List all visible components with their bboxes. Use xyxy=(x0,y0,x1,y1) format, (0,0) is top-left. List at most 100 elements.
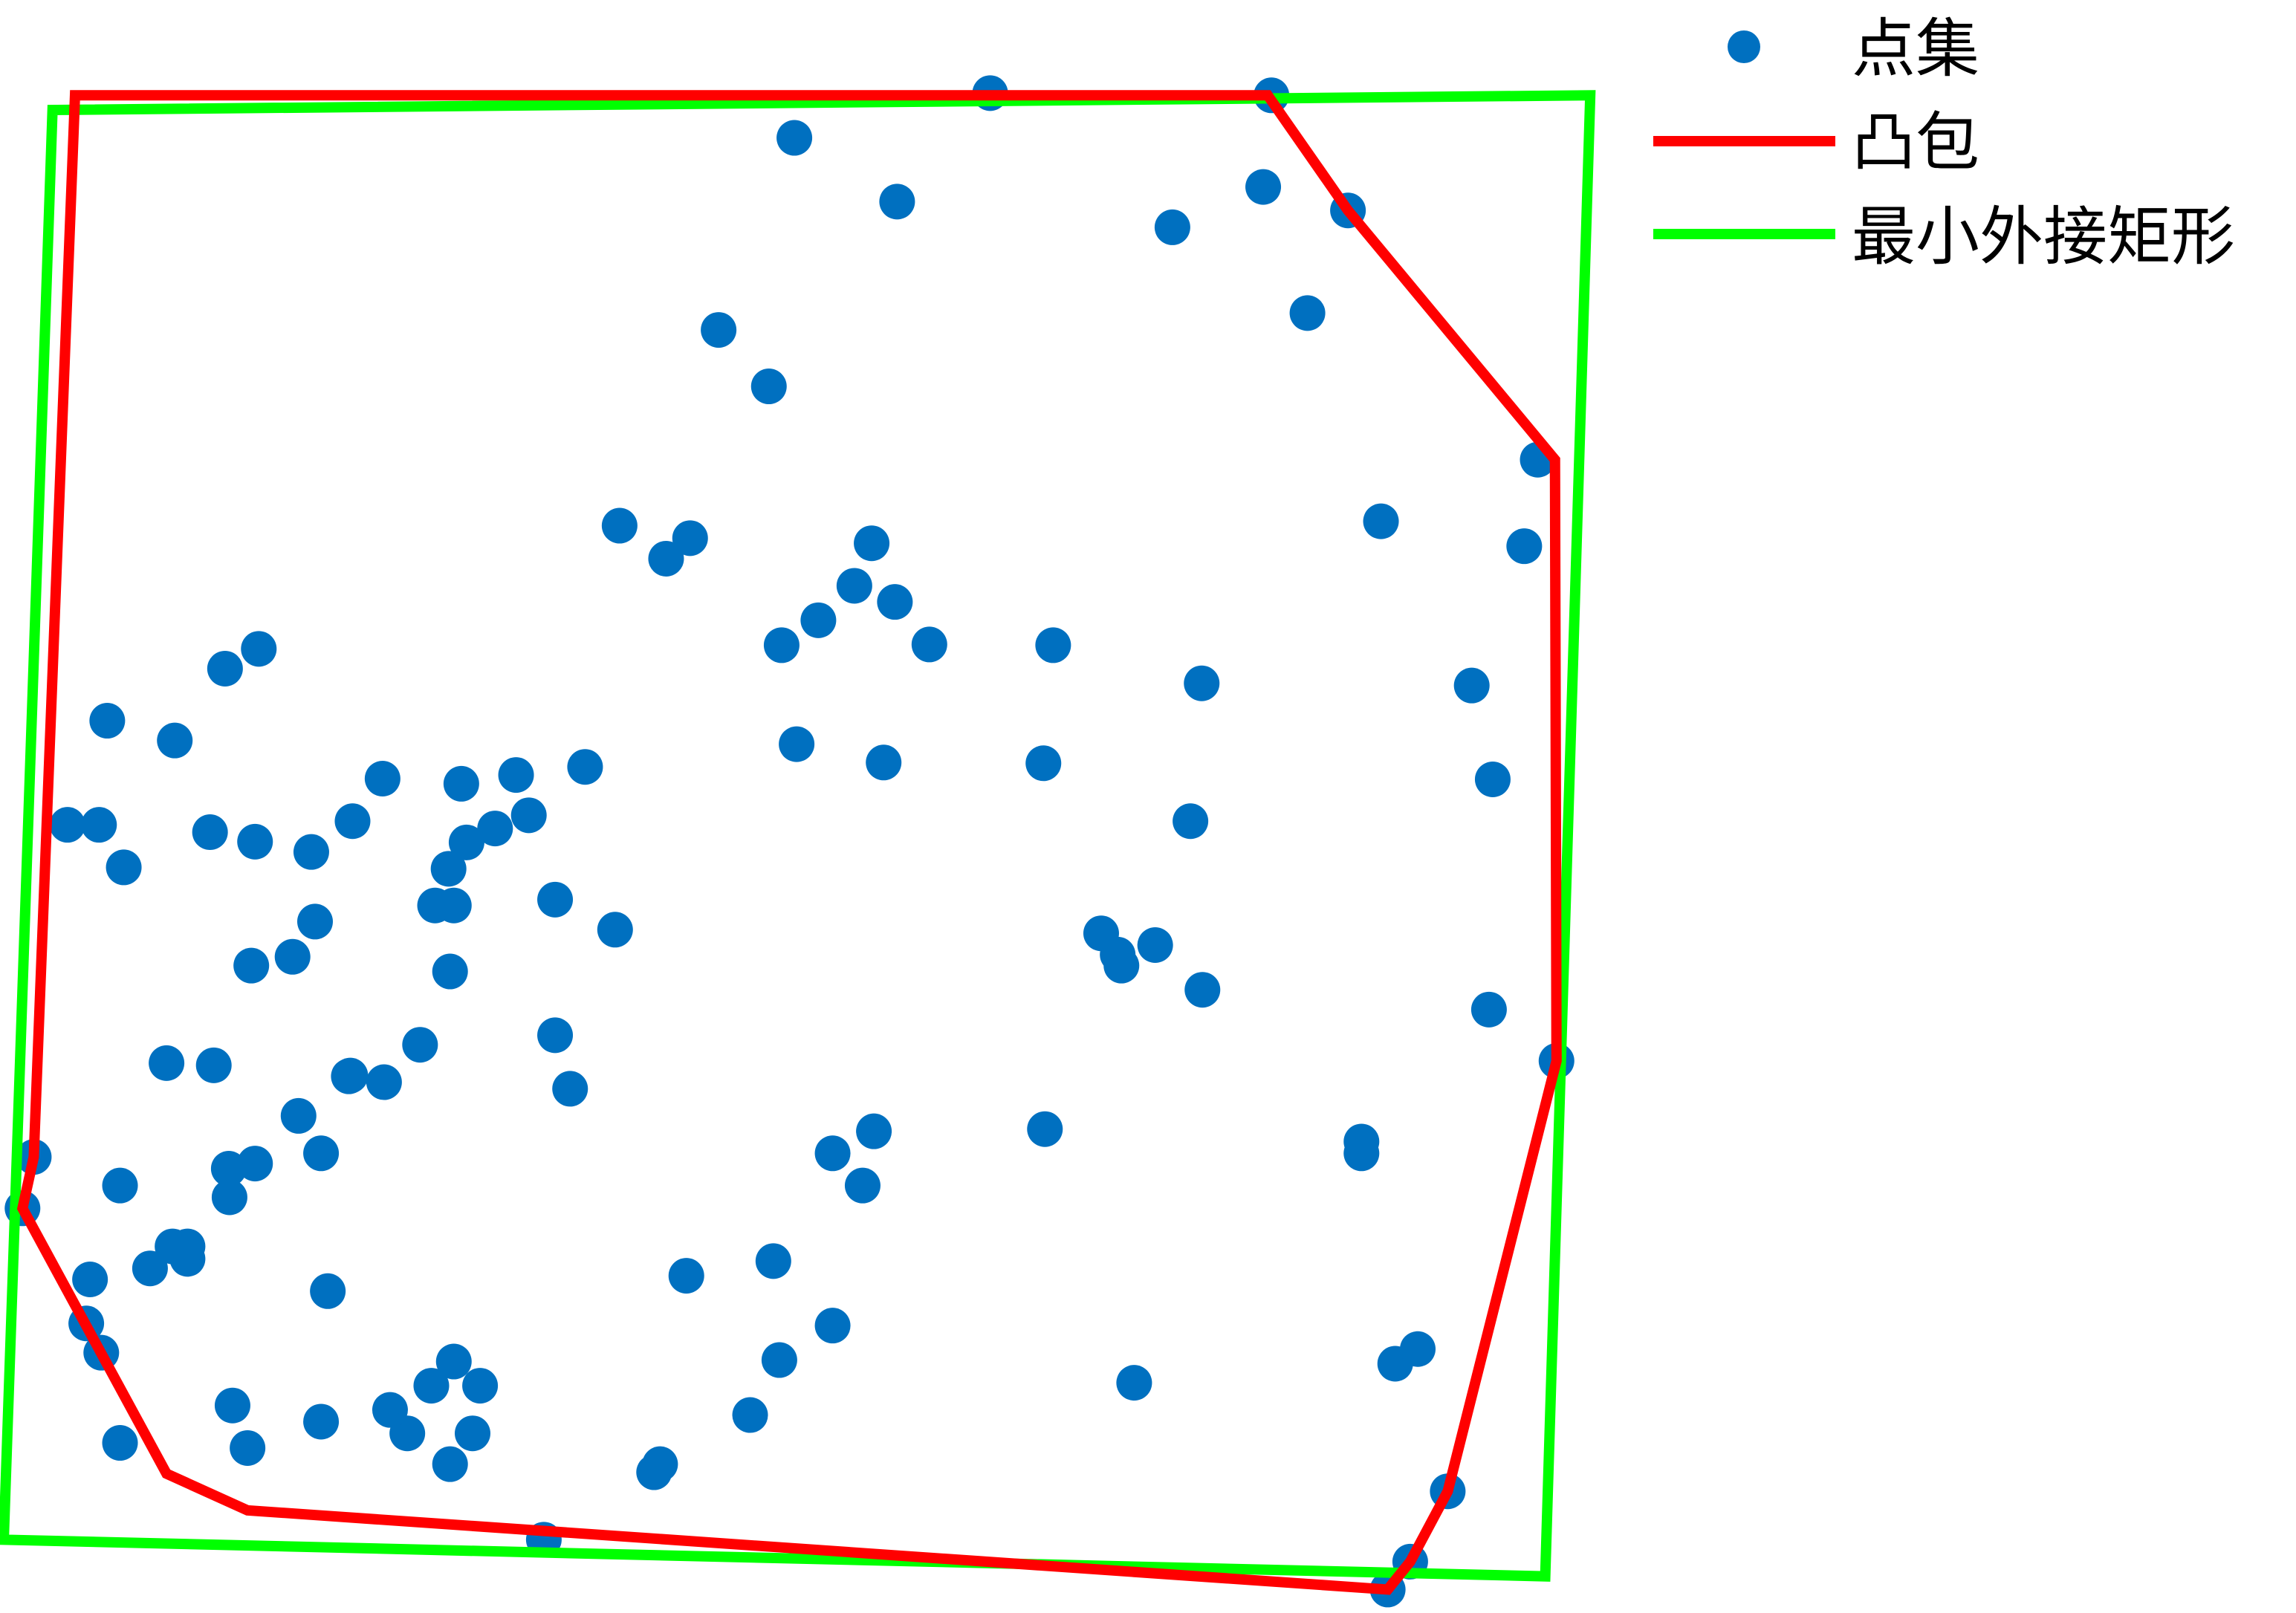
data-point xyxy=(455,1415,490,1452)
data-point xyxy=(293,834,329,870)
data-point xyxy=(779,726,815,762)
data-point xyxy=(210,1150,247,1187)
data-point xyxy=(72,1261,108,1297)
data-point xyxy=(303,1403,340,1440)
data-point xyxy=(237,823,273,860)
data-point xyxy=(567,749,603,785)
data-point xyxy=(776,120,813,156)
data-point xyxy=(800,602,837,638)
data-point xyxy=(81,807,117,843)
data-point xyxy=(552,1071,588,1107)
data-point xyxy=(879,184,915,220)
data-point xyxy=(303,1135,340,1172)
data-point xyxy=(207,650,243,687)
data-point xyxy=(755,1243,791,1279)
convex-hull xyxy=(16,90,1562,1595)
data-point xyxy=(432,1446,468,1482)
data-point xyxy=(432,953,468,990)
legend-rect-label: 最小外接矩形 xyxy=(1852,200,2235,274)
data-point xyxy=(1035,627,1071,663)
data-point xyxy=(648,540,684,577)
legend: 点集 凸包 最小外接矩形 xyxy=(1653,12,2235,274)
data-point xyxy=(477,811,513,847)
data-point xyxy=(102,1167,138,1204)
data-point xyxy=(1506,528,1543,565)
data-point xyxy=(49,807,85,843)
plot-area xyxy=(0,75,1596,1608)
data-point xyxy=(430,851,467,887)
data-point xyxy=(1137,927,1173,964)
data-point xyxy=(155,1228,191,1265)
data-point xyxy=(732,1397,768,1433)
data-point xyxy=(836,568,872,604)
data-point xyxy=(814,1308,851,1344)
data-point xyxy=(448,824,484,860)
data-point xyxy=(866,744,902,781)
data-point xyxy=(1289,295,1326,331)
data-point xyxy=(642,1446,678,1482)
data-point xyxy=(366,1064,402,1100)
data-point xyxy=(1363,503,1399,539)
data-point xyxy=(856,1113,892,1149)
data-point xyxy=(761,1342,797,1378)
data-point xyxy=(214,1387,250,1424)
data-point xyxy=(331,1058,367,1094)
data-point xyxy=(750,369,787,405)
data-point xyxy=(211,1179,247,1216)
data-point xyxy=(192,814,228,851)
data-point xyxy=(1173,803,1209,840)
data-point xyxy=(372,1392,408,1428)
data-point xyxy=(1343,1123,1380,1160)
data-point xyxy=(1184,665,1220,701)
data-point xyxy=(1400,1331,1436,1367)
data-point xyxy=(537,1017,574,1054)
data-point xyxy=(668,1258,704,1294)
data-point xyxy=(498,757,534,793)
data-point xyxy=(1103,947,1140,984)
data-point xyxy=(1474,761,1511,797)
data-point xyxy=(157,722,193,759)
point-set xyxy=(4,75,1575,1608)
data-point xyxy=(233,947,270,984)
data-point xyxy=(844,1167,881,1204)
data-point xyxy=(102,1425,138,1461)
data-point xyxy=(537,881,574,918)
data-point xyxy=(911,626,947,663)
data-point xyxy=(310,1273,346,1309)
data-point xyxy=(1453,667,1490,704)
data-point xyxy=(1184,972,1221,1008)
data-point xyxy=(443,765,479,802)
data-point xyxy=(763,627,800,663)
data-point xyxy=(402,1027,438,1063)
legend-points-label: 点集 xyxy=(1852,12,1979,86)
data-point xyxy=(1025,745,1062,782)
data-point xyxy=(1027,1111,1063,1147)
data-point xyxy=(413,1368,450,1404)
data-point xyxy=(280,1097,317,1134)
legend-hull-label: 凸包 xyxy=(1852,106,1979,180)
data-point xyxy=(334,803,371,840)
data-point xyxy=(149,1045,185,1081)
data-point xyxy=(1470,991,1507,1028)
data-point xyxy=(364,761,400,797)
data-point xyxy=(274,938,311,975)
data-point xyxy=(1083,915,1119,952)
data-point xyxy=(462,1368,499,1404)
data-point xyxy=(297,903,333,940)
data-point xyxy=(417,887,453,924)
data-point xyxy=(89,703,126,739)
data-point xyxy=(241,631,277,667)
data-point xyxy=(1154,209,1190,245)
data-point xyxy=(510,797,547,834)
data-point xyxy=(854,525,890,562)
data-point xyxy=(597,912,633,948)
legend-points-marker xyxy=(1728,30,1760,63)
min-bounding-rectangle xyxy=(0,90,1596,1582)
data-point xyxy=(814,1135,851,1172)
data-point xyxy=(672,520,708,556)
data-point xyxy=(230,1429,266,1466)
data-point xyxy=(877,584,913,620)
data-point xyxy=(1116,1365,1152,1401)
data-point xyxy=(1245,169,1282,205)
